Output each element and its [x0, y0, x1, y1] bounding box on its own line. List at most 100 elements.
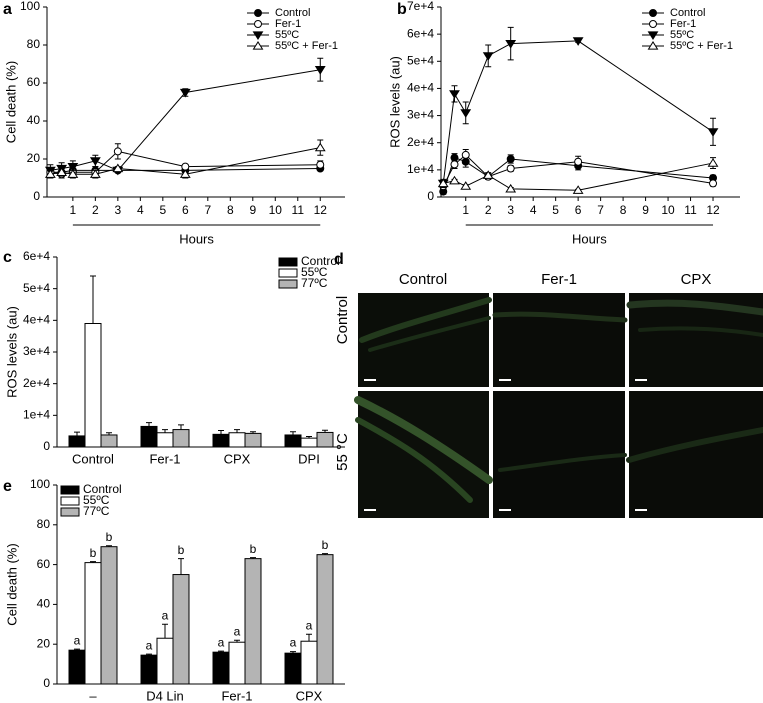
y-tick-label: 80: [27, 37, 41, 51]
panel-letter: b: [397, 1, 407, 18]
marker: [67, 169, 79, 178]
bar: [300, 437, 318, 448]
legend-swatch: [278, 279, 298, 289]
marker: [89, 169, 101, 178]
bar: [140, 654, 158, 685]
panel-letter: e: [3, 478, 12, 495]
marker: [505, 183, 517, 193]
x-tick-label: 1: [70, 203, 77, 217]
x-tick-label: 7: [204, 203, 211, 217]
x-tick-label: DPI: [298, 451, 320, 466]
column-label: CPX: [681, 271, 712, 288]
x-tick-label: 3: [507, 203, 514, 217]
marker: [67, 162, 79, 172]
marker: [314, 66, 326, 75]
marker: [460, 181, 472, 190]
significance-label: b: [106, 530, 113, 544]
error-bar: [218, 430, 224, 435]
marker: [574, 157, 583, 166]
marker: [56, 167, 68, 176]
legend-marker: [252, 41, 264, 50]
y-tick-label: 6e+4: [407, 26, 434, 40]
x-tick-label: CPX: [296, 688, 323, 703]
bar: [228, 432, 246, 448]
error-bar: [290, 431, 296, 435]
legend-marker: [254, 9, 262, 17]
error-bar: [90, 275, 96, 324]
bar: [156, 432, 174, 448]
legend-swatch: [60, 485, 80, 495]
y-tick-label: 100: [20, 0, 40, 13]
y-tick-label: 40: [37, 597, 51, 611]
legend-label: Fer-1: [670, 18, 696, 30]
marker: [482, 52, 494, 61]
bar: [100, 434, 118, 448]
x-tick-label: 4: [137, 203, 144, 217]
legend-swatch: [60, 496, 80, 506]
marker: [572, 185, 584, 194]
bar: [140, 425, 158, 448]
y-tick-label: 60: [37, 557, 51, 571]
marker: [707, 128, 719, 137]
bar: [100, 546, 118, 685]
marker: [179, 169, 191, 178]
legend-label: 55ºC: [301, 265, 328, 279]
x-tick-label: 10: [269, 203, 283, 217]
y-tick-label: 4e+4: [407, 81, 434, 95]
significance-label: a: [290, 636, 297, 650]
fiber-glow: [354, 297, 763, 503]
legend-label: 55ºC: [275, 29, 299, 41]
y-axis-label: Cell death (%): [3, 61, 18, 143]
significance-label: a: [74, 633, 81, 647]
x-tick-label: –: [89, 688, 97, 703]
legend-label: 55ºC + Fer-1: [275, 40, 338, 52]
marker: [461, 150, 470, 159]
significance-label: b: [90, 546, 97, 560]
bar: [172, 429, 190, 448]
x-tick-label: 2: [485, 203, 492, 217]
y-tick-label: 100: [30, 477, 50, 491]
legend-label: 55ºC + Fer-1: [670, 40, 733, 52]
x-tick-label: 3: [115, 203, 122, 217]
bar: [284, 434, 302, 448]
y-tick-label: 3e+4: [407, 108, 434, 122]
marker: [709, 179, 718, 188]
bar: [68, 435, 86, 448]
marker: [181, 162, 190, 171]
legend-label: Fer-1: [275, 18, 301, 30]
error-bar: [146, 422, 152, 427]
row-label: Control: [334, 296, 351, 344]
bar: [172, 574, 190, 685]
x-tick-label: 12: [314, 203, 328, 217]
y-tick-label: 4e+4: [23, 313, 50, 327]
marker: [707, 158, 719, 167]
marker: [506, 164, 515, 173]
marker: [505, 39, 517, 49]
y-tick-label: 0: [427, 189, 434, 203]
y-tick-label: 7e+4: [407, 0, 434, 13]
bar: [300, 640, 318, 685]
significance-label: a: [146, 638, 153, 652]
x-tick-label: 5: [159, 203, 166, 217]
y-tick-label: 1e+4: [23, 408, 50, 422]
marker: [450, 160, 459, 169]
x-tick-label: 6: [182, 203, 189, 217]
x-tick-label: 11: [292, 203, 305, 217]
y-tick-label: 2e+4: [407, 135, 434, 149]
bar: [84, 562, 102, 685]
bar: [212, 433, 230, 448]
bar: [228, 641, 246, 685]
legend-marker: [647, 31, 659, 40]
significance-label: b: [178, 543, 185, 557]
x-tick-label: 7: [597, 203, 604, 217]
legend-swatch: [60, 507, 80, 517]
significance-label: a: [234, 624, 241, 638]
y-tick-label: 5e+4: [23, 281, 50, 295]
marker: [449, 175, 460, 185]
y-axis-label: Cell death (%): [4, 543, 19, 625]
y-tick-label: 6e+4: [23, 249, 50, 263]
marker: [179, 88, 191, 98]
legend-label: Control: [275, 7, 310, 19]
